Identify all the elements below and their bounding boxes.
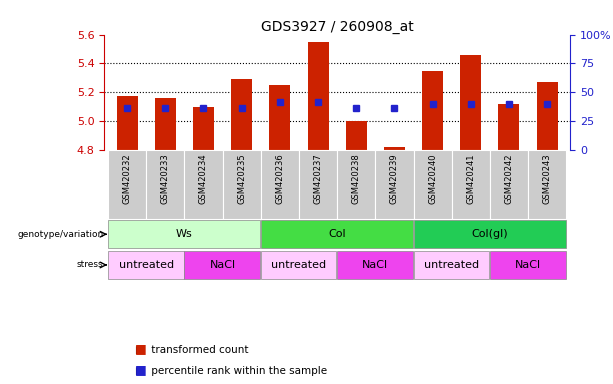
Text: ■  transformed count: ■ transformed count [135, 345, 248, 355]
Bar [299, 150, 337, 219]
Text: NaCl: NaCl [515, 260, 541, 270]
Bar [308, 42, 329, 150]
Bar [346, 121, 367, 150]
Bar [452, 150, 490, 219]
Text: GSM420240: GSM420240 [428, 153, 437, 204]
Text: Col: Col [329, 229, 346, 239]
Text: untreated: untreated [424, 260, 479, 270]
Text: NaCl: NaCl [210, 260, 235, 270]
Text: NaCl: NaCl [362, 260, 389, 270]
Bar [193, 107, 214, 150]
Bar [414, 150, 452, 219]
Text: GSM420239: GSM420239 [390, 153, 399, 204]
Text: genotype/variation: genotype/variation [17, 230, 104, 239]
Bar [414, 220, 566, 248]
Bar [384, 147, 405, 150]
Bar [108, 251, 184, 279]
Bar [375, 150, 414, 219]
Text: ■: ■ [135, 342, 147, 355]
Text: Ws: Ws [176, 229, 192, 239]
Text: ■: ■ [135, 363, 147, 376]
Text: GSM420243: GSM420243 [543, 153, 552, 204]
Text: Col(gl): Col(gl) [471, 229, 508, 239]
Text: untreated: untreated [272, 260, 327, 270]
Bar [498, 104, 519, 150]
Text: ■  percentile rank within the sample: ■ percentile rank within the sample [135, 366, 327, 376]
Text: GSM420236: GSM420236 [275, 153, 284, 204]
Bar [460, 55, 481, 150]
Bar [147, 150, 185, 219]
Text: untreated: untreated [119, 260, 173, 270]
Bar [116, 96, 138, 150]
Text: GSM420237: GSM420237 [314, 153, 322, 204]
Text: GSM420233: GSM420233 [161, 153, 170, 204]
Bar [108, 150, 147, 219]
Bar [414, 251, 489, 279]
Bar [490, 251, 566, 279]
Bar [337, 150, 375, 219]
Bar [261, 220, 413, 248]
Bar [231, 79, 252, 150]
Text: GSM420238: GSM420238 [352, 153, 360, 204]
Bar [185, 150, 223, 219]
Bar [108, 220, 260, 248]
Title: GDS3927 / 260908_at: GDS3927 / 260908_at [261, 20, 414, 33]
Text: GSM420232: GSM420232 [123, 153, 132, 204]
Bar [223, 150, 261, 219]
Bar [261, 150, 299, 219]
Bar [155, 98, 176, 150]
Text: GSM420242: GSM420242 [504, 153, 514, 204]
Text: GSM420241: GSM420241 [466, 153, 475, 204]
Bar [269, 85, 291, 150]
Text: GSM420234: GSM420234 [199, 153, 208, 204]
Bar [536, 82, 558, 150]
Bar [528, 150, 566, 219]
Text: stress: stress [77, 260, 104, 270]
Text: GSM420235: GSM420235 [237, 153, 246, 204]
Bar [185, 251, 260, 279]
Bar [490, 150, 528, 219]
Bar [422, 71, 443, 150]
Bar [261, 251, 337, 279]
Bar [337, 251, 413, 279]
